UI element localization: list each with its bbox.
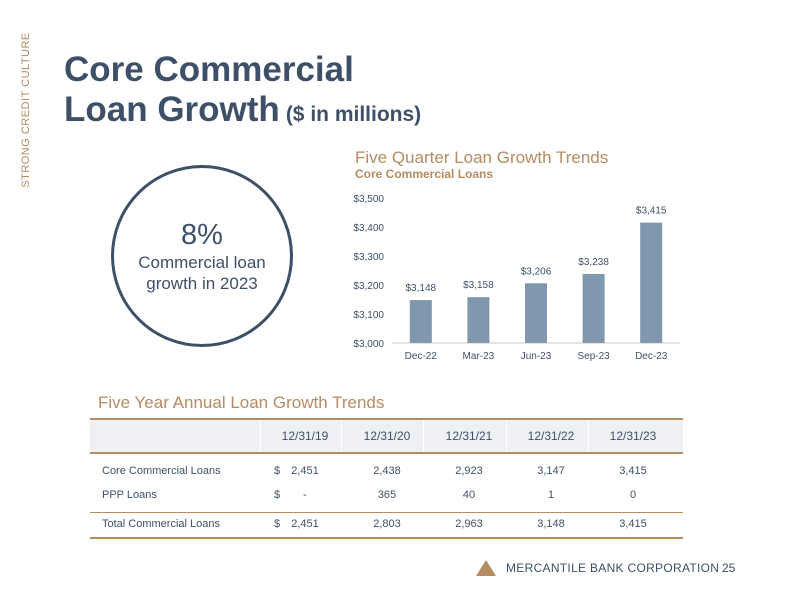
title-line-2: Loan Growth: [64, 90, 280, 129]
table-cell: 2,803: [373, 518, 401, 530]
data-label: $3,238: [578, 257, 609, 268]
data-label: $3,148: [406, 283, 437, 294]
table-cell: 3,415: [619, 518, 647, 530]
y-tick-label: $3,500: [353, 194, 384, 205]
table-cell: 2,451: [291, 518, 319, 530]
header-separator: [423, 420, 424, 452]
title-line-1: Core Commercial: [64, 50, 354, 89]
table-cell: 3,148: [537, 518, 565, 530]
y-tick-label: $3,000: [353, 339, 384, 350]
title-unit: ($ in millions): [285, 103, 422, 126]
bar-mar-23: [467, 297, 490, 343]
x-tick-label: Sep-23: [577, 351, 610, 362]
header-separator: [260, 420, 261, 452]
bar-jun-23: [525, 283, 547, 343]
bar-sep-23: [582, 273, 605, 343]
page-title: Core Commercial Loan Growth ($ in million…: [64, 50, 421, 135]
row-label: Core Commercial Loans: [102, 465, 221, 477]
growth-highlight-circle: 8% Commercial loan growth in 2023: [111, 165, 293, 347]
growth-percent: 8%: [181, 219, 223, 251]
loan-trends-table: 12/31/19 12/31/20 12/31/21 12/31/22 12/31/23…: [90, 418, 683, 539]
growth-caption: Commercial loan growth in 2023: [138, 253, 266, 293]
currency-symbol: $: [274, 518, 281, 530]
currency-symbol: $: [274, 489, 281, 501]
table-cell: 0: [629, 489, 637, 501]
side-label: STRONG CREDIT CULTURE: [20, 32, 32, 188]
header-separator: [341, 420, 342, 452]
table-cell: 3,147: [537, 465, 565, 477]
table-cell: 1: [547, 489, 555, 501]
table-cell: 2,438: [373, 465, 401, 477]
table-cell: 2,451: [291, 465, 319, 477]
row-label: Total Commercial Loans: [102, 518, 220, 530]
chart-subtitle: Core Commercial Loans: [355, 167, 494, 181]
page-number: 25: [722, 561, 736, 575]
data-label: $3,158: [463, 280, 494, 291]
data-label: $3,206: [521, 266, 552, 277]
bar-chart: $3,000 $3,100 $3,200 $3,300 $3,400 $3,500 $3,1…: [353, 194, 680, 362]
company-name: MERCANTILE BANK CORPORATION: [506, 561, 720, 575]
table-cell: 365: [377, 489, 397, 501]
column-header: 12/31/19: [281, 429, 329, 443]
x-tick-label: Dec-22: [405, 351, 438, 362]
table-body: Core Commercial Loans $2,451 2,438 2,923 3,1…: [90, 460, 683, 539]
y-tick-label: $3,400: [353, 223, 384, 234]
y-tick-label: $3,200: [353, 281, 384, 292]
column-header: 12/31/23: [609, 429, 657, 443]
column-header: 12/31/21: [445, 429, 493, 443]
company-logo: MERCANTILE BANK CORPORATION: [476, 560, 719, 576]
table-row: PPP Loans $ - 365 40 1 0: [90, 484, 683, 508]
header-separator: [506, 420, 507, 452]
table-cell: -: [303, 489, 307, 501]
table-row: Core Commercial Loans $2,451 2,438 2,923 3,1…: [90, 460, 683, 484]
y-tick-label: $3,100: [353, 310, 384, 321]
column-header: 12/31/22: [527, 429, 575, 443]
x-tick-label: Dec-23: [635, 351, 668, 362]
row-label: PPP Loans: [102, 489, 157, 501]
table-cell: 2,963: [455, 518, 483, 530]
logo-triangle-icon: [476, 560, 496, 576]
table-title: Five Year Annual Loan Growth Trends: [98, 393, 385, 412]
column-header: 12/31/20: [363, 429, 411, 443]
currency-symbol: $: [274, 465, 281, 477]
title-line-2-wrap: Loan Growth ($ in millions): [64, 90, 421, 135]
table-cell: 3,415: [619, 465, 647, 477]
bar-dec-23: [640, 222, 663, 343]
data-label: $3,415: [636, 206, 667, 217]
table-cell: 40: [462, 489, 476, 501]
x-tick-label: Jun-23: [521, 351, 552, 362]
bar-dec-22: [409, 300, 432, 343]
y-tick-label: $3,300: [353, 252, 384, 263]
table-header: 12/31/19 12/31/20 12/31/21 12/31/22 12/31/23: [90, 418, 683, 454]
table-cell: 2,923: [455, 465, 483, 477]
x-tick-label: Mar-23: [463, 351, 495, 362]
header-separator: [588, 420, 589, 452]
chart-title: Five Quarter Loan Growth Trends: [355, 148, 609, 167]
table-row: Total Commercial Loans $2,451 2,803 2,963 3,…: [90, 512, 683, 539]
